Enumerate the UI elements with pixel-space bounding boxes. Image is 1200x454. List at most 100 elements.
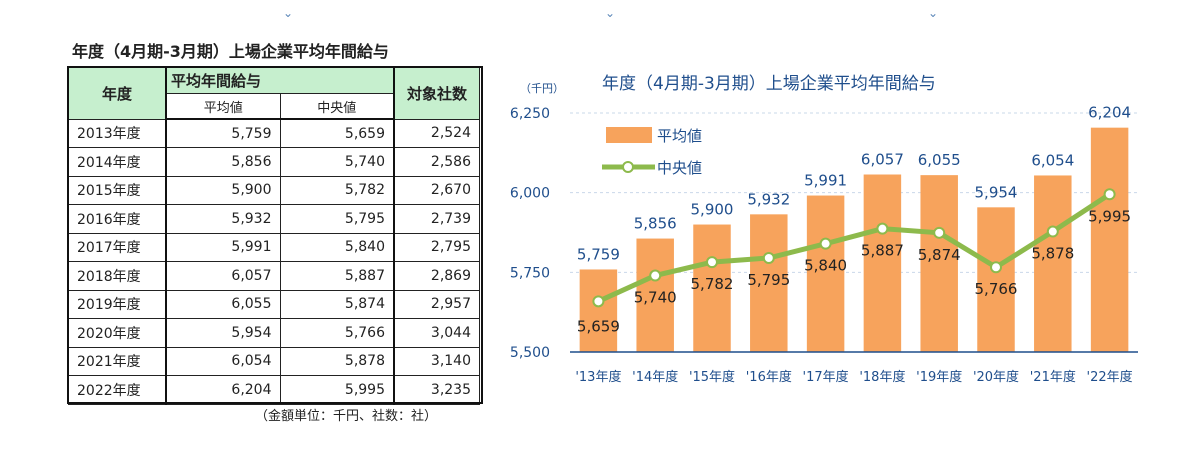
line-data-label: 5,740 (634, 289, 677, 307)
row-year: 2014年度 (68, 147, 167, 177)
median-point (762, 251, 775, 264)
bar (750, 214, 788, 352)
row-median: 5,995 (279, 375, 395, 405)
median-point (592, 295, 605, 308)
median-point (819, 237, 832, 250)
row-avg: 5,932 (165, 204, 281, 234)
row-count: 2,795 (393, 232, 480, 262)
header-count: 対象社数 (393, 67, 480, 120)
row-year: 2022年度 (68, 375, 167, 405)
row-year: 2013年度 (68, 118, 167, 148)
bar (1034, 175, 1072, 352)
bar (693, 224, 731, 352)
row-avg: 6,054 (165, 346, 281, 376)
bar (977, 207, 1015, 352)
median-point (1046, 225, 1059, 238)
line-data-label: 5,782 (691, 275, 734, 293)
row-median: 5,840 (279, 232, 395, 262)
x-tick-label: '16年度 (746, 369, 792, 385)
row-count: 2,957 (393, 289, 480, 319)
row-year: 2018年度 (68, 261, 167, 291)
row-avg: 5,759 (165, 118, 281, 148)
row-median: 5,659 (279, 118, 395, 148)
row-median: 5,878 (279, 346, 395, 376)
x-tick-label: '15年度 (689, 369, 735, 385)
x-tick-label: '19年度 (916, 369, 962, 385)
table-title: 年度（4月期-3月期）上場企業平均年間給与 (72, 42, 389, 61)
legend-label-avg: 平均値 (657, 127, 702, 145)
y-axis-unit: （千円） (520, 82, 564, 95)
x-tick-label: '18年度 (859, 369, 905, 385)
median-point (706, 256, 718, 269)
header-salary: 平均年間給与 (165, 67, 395, 94)
table-row: 2020年度 5,954 5,766 3,044 (68, 318, 480, 348)
salary-chart: （千円） 5,500 5,750 6,000 6,250 5,759 5,856 5,900 5… (510, 82, 1138, 385)
row-count: 2,670 (393, 175, 480, 205)
bar-data-label: 6,057 (861, 151, 904, 169)
table-row: 2017年度 5,991 5,840 2,795 (68, 232, 480, 262)
x-tick-label: '14年度 (632, 369, 678, 385)
bar-data-label: 5,932 (747, 190, 790, 208)
row-median: 5,766 (279, 318, 395, 348)
row-median: 5,795 (279, 204, 395, 234)
chart-title: 年度（4月期-3月期）上場企業平均年間給与 (602, 74, 936, 94)
row-avg: 6,204 (165, 375, 281, 405)
line-data-label: 5,766 (975, 280, 1018, 298)
bar-data-label: 5,954 (975, 183, 1018, 201)
x-tick-label: '17年度 (803, 369, 849, 385)
y-tick-label: 6,250 (510, 106, 550, 122)
bar (636, 238, 674, 352)
line-data-label: 5,874 (918, 246, 961, 264)
bar (1090, 127, 1129, 353)
row-count: 2,739 (393, 204, 480, 234)
table-row: 2019年度 6,055 5,874 2,957 (68, 289, 480, 319)
row-count: 2,869 (393, 261, 480, 291)
y-tick-label: 5,750 (510, 265, 550, 281)
row-median: 5,740 (279, 147, 395, 177)
row-count: 3,044 (393, 318, 480, 348)
row-avg: 5,954 (165, 318, 281, 348)
row-year: 2020年度 (68, 318, 167, 348)
table-row: 2014年度 5,856 5,740 2,586 (68, 147, 480, 177)
row-median: 5,782 (279, 175, 395, 205)
bar-data-label: 6,055 (918, 151, 961, 169)
y-tick-label: 6,000 (510, 186, 550, 202)
chevron-down-icon[interactable]: ⌄ (928, 6, 939, 20)
bar (579, 269, 618, 352)
row-count: 3,235 (393, 375, 480, 405)
row-median: 5,887 (279, 261, 395, 291)
line-data-label: 5,795 (747, 271, 790, 289)
line-data-label: 5,840 (804, 257, 847, 275)
legend-swatch-avg (606, 127, 652, 143)
chevron-down-icon[interactable]: ⌄ (283, 6, 294, 20)
header-median: 中央値 (279, 93, 395, 120)
row-count: 2,524 (393, 118, 480, 148)
table-row: 2021年度 6,054 5,878 3,140 (68, 346, 480, 376)
table-row: 2018年度 6,057 5,887 2,869 (68, 261, 480, 291)
row-avg: 5,856 (165, 147, 281, 177)
row-year: 2021年度 (68, 346, 167, 376)
x-tick-label: '21年度 (1030, 369, 1076, 385)
line-data-label: 5,878 (1031, 245, 1074, 263)
median-point (649, 269, 662, 282)
row-year: 2017年度 (68, 232, 167, 262)
row-count: 3,140 (393, 346, 480, 376)
bar (863, 174, 902, 352)
unit-note: （金額単位：千円、社数：社） (255, 409, 438, 424)
header-avg: 平均値 (165, 93, 281, 120)
line-data-label: 5,659 (577, 317, 620, 335)
bar-data-label: 6,054 (1031, 151, 1074, 169)
bar-data-label: 5,991 (804, 172, 847, 190)
row-avg: 6,055 (165, 289, 281, 319)
bar-data-label: 6,204 (1088, 104, 1131, 122)
row-median: 5,874 (279, 289, 395, 319)
y-tick-label: 5,500 (510, 345, 550, 361)
line-data-label: 5,995 (1088, 207, 1131, 225)
median-point (1103, 188, 1116, 201)
row-avg: 5,991 (165, 232, 281, 262)
bar (920, 175, 958, 352)
legend-label-median: 中央値 (657, 159, 702, 177)
median-point (876, 222, 889, 235)
chevron-down-icon[interactable]: ⌄ (605, 6, 616, 20)
table-row: 2013年度 5,759 5,659 2,524 (68, 118, 480, 148)
